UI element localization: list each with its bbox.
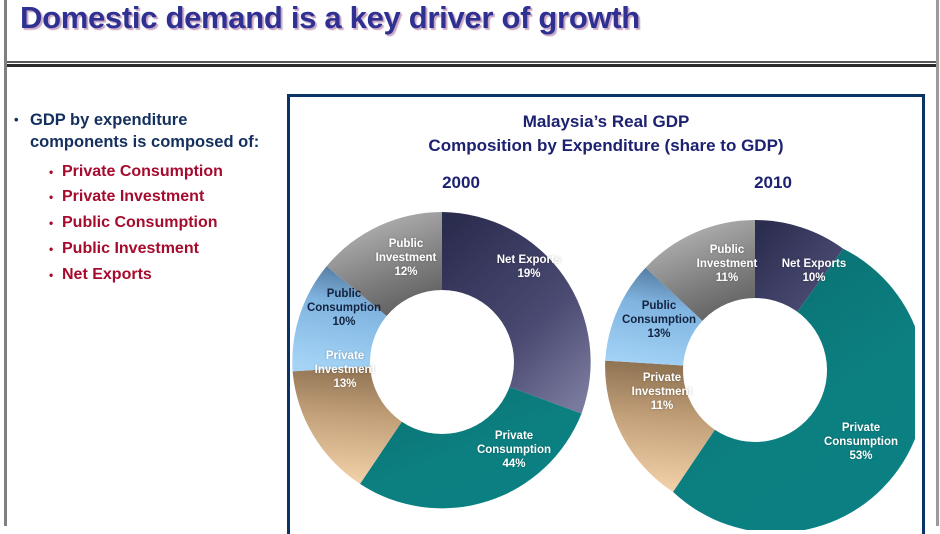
list-item-label: Private Investment: [62, 188, 205, 206]
year-label-2010: 2010: [754, 173, 792, 192]
chart-panel: Malaysia’s Real GDP Composition by Expen…: [287, 94, 925, 534]
page-right-border: [936, 0, 939, 526]
slice-private-consumption: [360, 362, 582, 509]
bullet-dot-icon: •: [49, 242, 54, 257]
bullet-list: • GDP by expenditure components is compo…: [14, 110, 284, 288]
list-item-label: Public Investment: [62, 240, 199, 258]
bullet-dot-icon: •: [49, 268, 54, 283]
donut-slices-2010: [605, 220, 915, 530]
divider-line-lower: [7, 64, 936, 67]
chart-title-line-2: Composition by Expenditure (share to GDP…: [428, 136, 784, 156]
donut-slices-2000: [292, 212, 591, 509]
title-divider: [7, 61, 936, 67]
donut-chart-2010-svg: [605, 220, 915, 530]
list-item-main: • GDP by expenditure components is compo…: [14, 110, 284, 154]
page-left-border: [4, 0, 7, 526]
chart-title: Malaysia’s Real GDP Composition by Expen…: [290, 110, 922, 158]
list-item-label: Net Exports: [62, 266, 152, 284]
list-item-public-consumption: • Public Consumption: [49, 210, 284, 236]
divider-line-upper: [7, 61, 936, 63]
list-item-label: Private Consumption: [62, 162, 223, 180]
list-item-label: Public Consumption: [62, 214, 218, 232]
list-item-private-investment: • Private Investment: [49, 184, 284, 210]
year-label-2000: 2000: [442, 173, 480, 192]
donut-chart-2000: Net Exports 19% Private Consumption 44% …: [290, 202, 602, 522]
donut-hole: [370, 290, 514, 434]
list-item-private-consumption: • Private Consumption: [49, 159, 284, 185]
page-title: Domestic demand is a key driver of growt…: [20, 0, 640, 35]
donut-chart-2010: Net Exports 10% Private Consumption 53% …: [595, 210, 915, 530]
list-item-main-label: GDP by expenditure components is compose…: [30, 111, 260, 151]
donut-hole: [683, 298, 827, 442]
bullet-dot-icon: •: [49, 164, 54, 179]
bullet-dot-icon: •: [49, 216, 54, 231]
chart-title-line-1: Malaysia’s Real GDP: [522, 112, 690, 131]
list-item-public-investment: • Public Investment: [49, 236, 284, 262]
bullet-dot-icon: •: [14, 112, 19, 127]
sub-bullet-list: • Private Consumption • Private Investme…: [14, 159, 284, 289]
bullet-dot-icon: •: [49, 190, 54, 205]
list-item-net-exports: • Net Exports: [49, 262, 284, 288]
donut-chart-2000-svg: [292, 212, 591, 509]
